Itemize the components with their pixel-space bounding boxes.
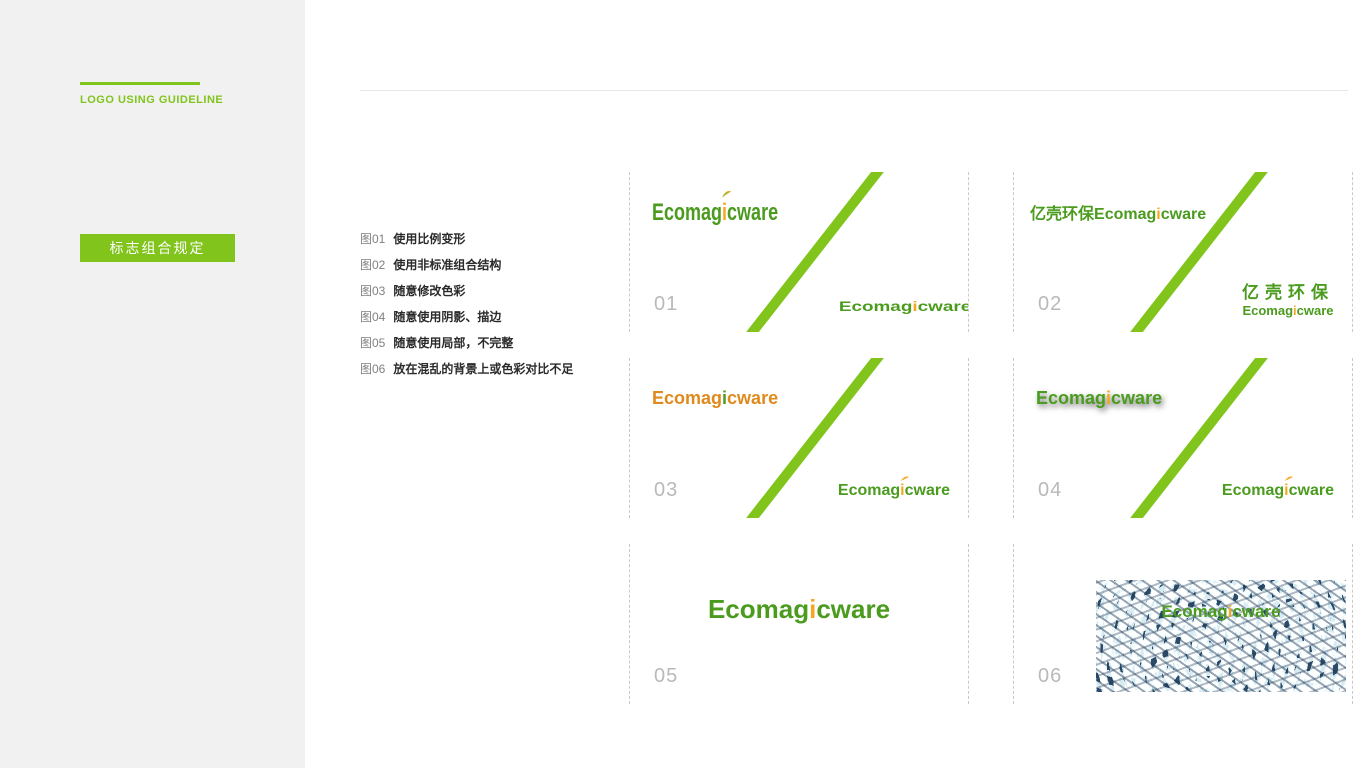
page-subtitle: LOGO USING GUIDELINE xyxy=(80,94,223,106)
rule-row: 图02 使用非标准组合结构 xyxy=(360,256,573,273)
top-divider xyxy=(360,90,1348,91)
rule-list: 图01 使用比例变形 图02 使用非标准组合结构 图03 随意修改色彩 图04 随意使用… xyxy=(360,230,573,386)
accent-bar xyxy=(80,82,200,85)
sidebar: LOGO USING GUIDELINE 标志组合规定 xyxy=(0,0,305,768)
rule-key: 图06 xyxy=(360,360,385,377)
rule-row: 图05 随意使用局部，不完整 xyxy=(360,334,573,351)
card-number: 03 xyxy=(654,479,678,502)
example-card-06: Ecomagicware 06 xyxy=(1013,544,1353,704)
rule-key: 图05 xyxy=(360,334,385,351)
card-number: 02 xyxy=(1038,293,1062,316)
rule-row: 图03 随意修改色彩 xyxy=(360,282,573,299)
logo-on-busy-bg: Ecomagicware xyxy=(1161,602,1280,622)
logo-correct-small: Ecomagicware xyxy=(838,482,950,500)
leaf-icon xyxy=(900,475,910,482)
rule-text: 随意使用局部，不完整 xyxy=(393,334,513,351)
logo-incomplete: Ecomagicware xyxy=(708,594,890,625)
leaf-icon xyxy=(722,189,732,198)
example-grid: Ecomagicware Ecomagicware 01 亿壳环保Ecomagi… xyxy=(629,172,1353,704)
logo-distorted-tall: Ecomagicware xyxy=(652,198,778,226)
logo-combo-stacked: 亿壳环保 Ecomagicware xyxy=(1242,278,1334,318)
rule-text: 使用比例变形 xyxy=(393,230,465,247)
logo-with-shadow: Ecomagicware xyxy=(1036,388,1162,409)
rule-row: 图06 放在混乱的背景上或色彩对比不足 xyxy=(360,360,573,377)
leaf-icon xyxy=(1284,475,1294,482)
example-card-03: Ecomagicware Ecomagicware 03 xyxy=(629,358,969,518)
busy-pattern-bg: Ecomagicware xyxy=(1096,580,1346,692)
rule-text: 使用非标准组合结构 xyxy=(393,256,501,273)
logo-correct-small: Ecomagicware xyxy=(1222,482,1334,500)
rule-key: 图01 xyxy=(360,230,385,247)
rule-text: 放在混乱的背景上或色彩对比不足 xyxy=(393,360,573,377)
rule-row: 图01 使用比例变形 xyxy=(360,230,573,247)
logo-combo-horizontal: 亿壳环保Ecomagicware xyxy=(1030,200,1206,224)
example-card-04: Ecomagicware Ecomagicware 04 xyxy=(1013,358,1353,518)
section-badge: 标志组合规定 xyxy=(80,234,235,262)
main-area: 图01 使用比例变形 图02 使用非标准组合结构 图03 随意修改色彩 图04 随意使用… xyxy=(305,0,1366,768)
card-number: 06 xyxy=(1038,665,1062,688)
logo-distorted-wide: Ecomagicware xyxy=(839,298,969,314)
example-card-02: 亿壳环保Ecomagicware 亿壳环保 Ecomagicware 02 xyxy=(1013,172,1353,332)
card-number: 05 xyxy=(654,665,678,688)
rule-row: 图04 随意使用阴影、描边 xyxy=(360,308,573,325)
rule-key: 图03 xyxy=(360,282,385,299)
card-number: 04 xyxy=(1038,479,1062,502)
example-card-01: Ecomagicware Ecomagicware 01 xyxy=(629,172,969,332)
rule-text: 随意使用阴影、描边 xyxy=(393,308,501,325)
rule-text: 随意修改色彩 xyxy=(393,282,465,299)
example-card-05: Ecomagicware 05 xyxy=(629,544,969,704)
rule-key: 图02 xyxy=(360,256,385,273)
logo-wrong-color: Ecomagicware xyxy=(652,388,778,409)
rule-key: 图04 xyxy=(360,308,385,325)
card-number: 01 xyxy=(654,293,678,316)
